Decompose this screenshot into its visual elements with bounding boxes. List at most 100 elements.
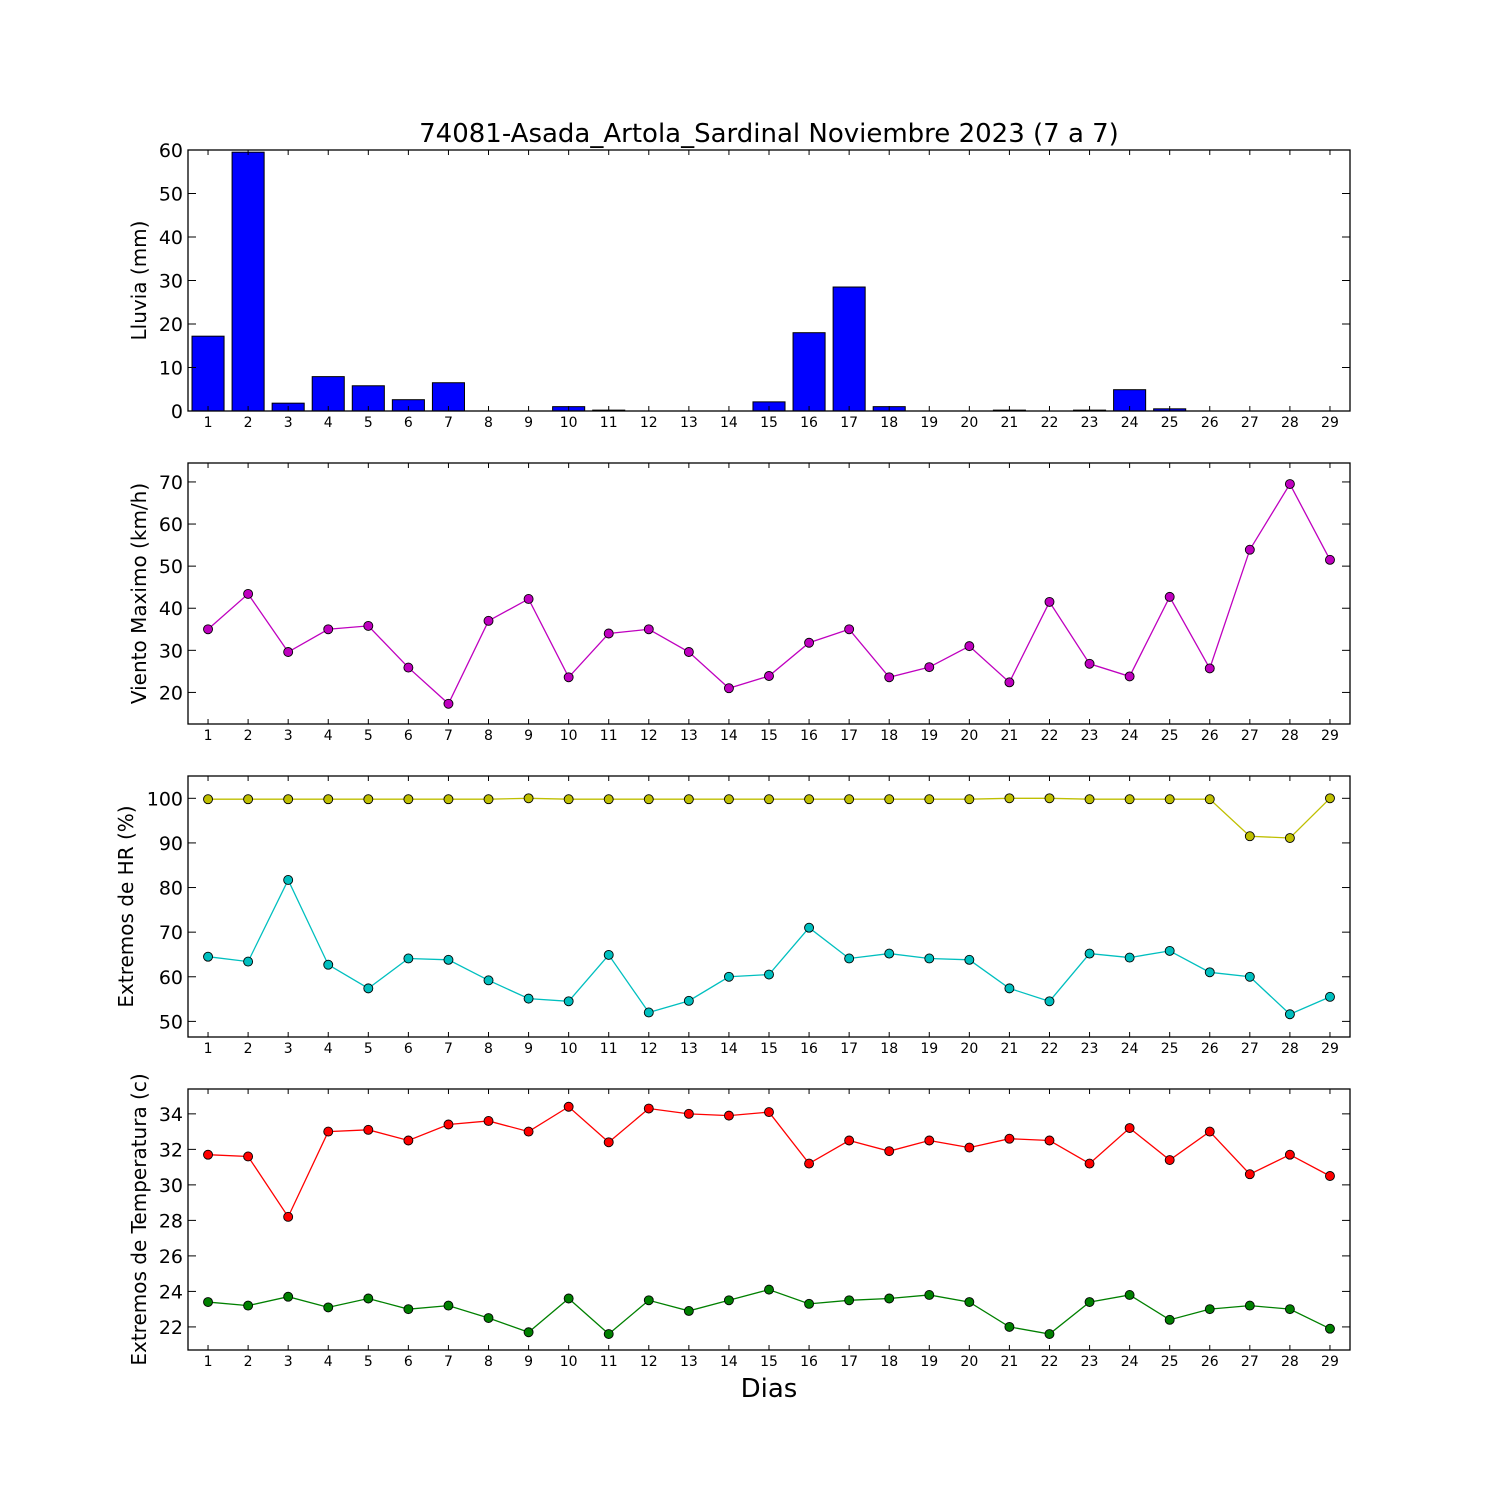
point-series-2-day-7 xyxy=(443,954,454,965)
point-series-1-day-11 xyxy=(603,794,614,805)
point-series-2-day-19 xyxy=(924,1290,935,1300)
point-series-2-day-7 xyxy=(443,1300,454,1311)
point-series-1-day-9 xyxy=(523,1126,534,1137)
point-series-2-day-2 xyxy=(243,1300,254,1311)
point-series-1-day-21 xyxy=(1004,1133,1015,1144)
y-tick-label: 30 xyxy=(159,640,183,662)
x-tick-label: 13 xyxy=(680,728,698,744)
point-series-1-day-25 xyxy=(1164,1155,1175,1165)
point-series-2-day-27 xyxy=(1244,971,1255,982)
point-series-1-day-2 xyxy=(243,588,254,599)
point-series-1-day-12 xyxy=(643,794,654,805)
point-series-1-day-28 xyxy=(1284,1149,1295,1160)
x-tick-label: 21 xyxy=(1000,1354,1018,1370)
x-tick-label: 8 xyxy=(484,1354,493,1370)
x-tick-label: 23 xyxy=(1081,1354,1099,1370)
bar-day-17 xyxy=(832,286,866,412)
point-series-1-day-27 xyxy=(1244,544,1255,555)
point-series-1-day-13 xyxy=(683,794,694,805)
point-series-1-day-17 xyxy=(844,1135,855,1146)
point-series-2-day-6 xyxy=(403,1304,414,1315)
x-tick-label: 4 xyxy=(324,1354,333,1370)
point-series-2-day-19 xyxy=(924,953,935,964)
x-tick-label: 6 xyxy=(404,415,413,431)
x-tick-label: 29 xyxy=(1321,1354,1339,1370)
point-series-1-day-10 xyxy=(563,1101,574,1112)
point-series-2-day-14 xyxy=(723,1295,734,1306)
y-tick-label: 90 xyxy=(159,833,183,855)
point-series-1-day-18 xyxy=(884,672,895,683)
point-series-2-day-29 xyxy=(1325,991,1335,1002)
point-series-2-day-10 xyxy=(563,996,574,1007)
y-tick-label: 24 xyxy=(159,1281,183,1303)
point-series-1-day-5 xyxy=(363,620,374,631)
y-tick-label: 60 xyxy=(159,967,183,989)
point-series-2-day-26 xyxy=(1204,1304,1215,1315)
x-tick-label: 1 xyxy=(204,1354,213,1370)
point-series-1-day-22 xyxy=(1044,793,1055,804)
y-tick-label: 28 xyxy=(159,1210,183,1232)
x-tick-label: 10 xyxy=(560,728,578,744)
x-tick-label: 2 xyxy=(244,728,253,744)
x-tick-label: 25 xyxy=(1161,1041,1179,1057)
point-series-2-day-25 xyxy=(1164,945,1175,956)
point-series-1-day-11 xyxy=(603,1137,614,1148)
x-tick-label: 27 xyxy=(1241,1041,1259,1057)
x-tick-label: 10 xyxy=(560,415,578,431)
x-tick-label: 24 xyxy=(1121,415,1139,431)
x-tick-label: 6 xyxy=(404,728,413,744)
x-tick-label: 27 xyxy=(1241,415,1259,431)
point-series-1-day-29 xyxy=(1325,1171,1335,1181)
point-series-2-day-21 xyxy=(1004,983,1015,994)
point-series-1-day-3 xyxy=(283,794,294,805)
x-tick-label: 21 xyxy=(1000,1041,1018,1057)
x-tick-label: 20 xyxy=(960,1041,978,1057)
x-tick-label: 18 xyxy=(880,415,898,431)
point-series-2-day-8 xyxy=(483,1313,494,1323)
point-series-1-day-15 xyxy=(764,1107,774,1118)
x-tick-label: 18 xyxy=(880,1354,898,1370)
point-series-2-day-15 xyxy=(764,969,774,980)
x-tick-label: 26 xyxy=(1201,1354,1219,1370)
x-tick-label: 17 xyxy=(840,728,858,744)
point-series-2-day-18 xyxy=(884,1293,895,1304)
x-tick-label: 5 xyxy=(364,728,373,744)
x-tick-label: 19 xyxy=(920,415,938,431)
point-series-1-day-4 xyxy=(323,794,334,805)
x-tick-label: 9 xyxy=(524,1354,533,1370)
point-series-1-day-18 xyxy=(884,794,895,805)
x-tick-label: 15 xyxy=(760,415,778,431)
x-tick-label: 15 xyxy=(760,728,778,744)
point-series-1-day-14 xyxy=(723,1110,734,1121)
panel-2: 1 2 3 4 5 6 7 8 9 10 11 12 13 14 15 16 17 18 19 20 21 22 23 24 2… xyxy=(127,462,1351,744)
point-series-1-day-7 xyxy=(443,1119,454,1130)
panel-3: 1 2 3 4 5 6 7 8 9 10 11 12 13 14 15 16 17 18 19 20 21 22 23 24 2… xyxy=(114,775,1351,1057)
point-series-1-day-5 xyxy=(363,794,374,805)
x-tick-label: 13 xyxy=(680,1354,698,1370)
bar-day-16 xyxy=(792,332,826,412)
point-series-1-day-9 xyxy=(523,594,534,604)
y-tick-label: 30 xyxy=(159,1175,183,1197)
x-tick-label: 4 xyxy=(324,728,333,744)
point-series-1-day-19 xyxy=(924,662,935,673)
point-series-2-day-20 xyxy=(964,954,975,965)
point-series-1-day-17 xyxy=(844,794,855,805)
point-series-1-day-5 xyxy=(363,1124,374,1135)
x-tick-label: 11 xyxy=(600,415,618,431)
x-tick-label: 2 xyxy=(244,1041,253,1057)
y-axis-label: Extremos de HR (%) xyxy=(114,805,138,1007)
point-series-2-day-22 xyxy=(1044,1329,1055,1339)
x-tick-label: 6 xyxy=(404,1041,413,1057)
x-tick-label: 14 xyxy=(720,728,738,744)
point-series-1-day-29 xyxy=(1325,554,1335,565)
x-axis-label: Dias xyxy=(741,1374,798,1404)
point-series-1-day-20 xyxy=(964,1142,975,1153)
point-series-1-day-19 xyxy=(924,794,935,805)
y-tick-label: 50 xyxy=(159,556,183,578)
point-series-1-day-24 xyxy=(1124,1123,1135,1134)
point-series-1-day-29 xyxy=(1325,793,1335,804)
x-tick-label: 10 xyxy=(560,1041,578,1057)
point-series-1-day-21 xyxy=(1004,677,1015,688)
panels: 1 2 3 4 5 6 7 8 9 10 11 12 13 14 15 16 17 18 19 20 21 22 23 24 2… xyxy=(114,140,1351,1370)
